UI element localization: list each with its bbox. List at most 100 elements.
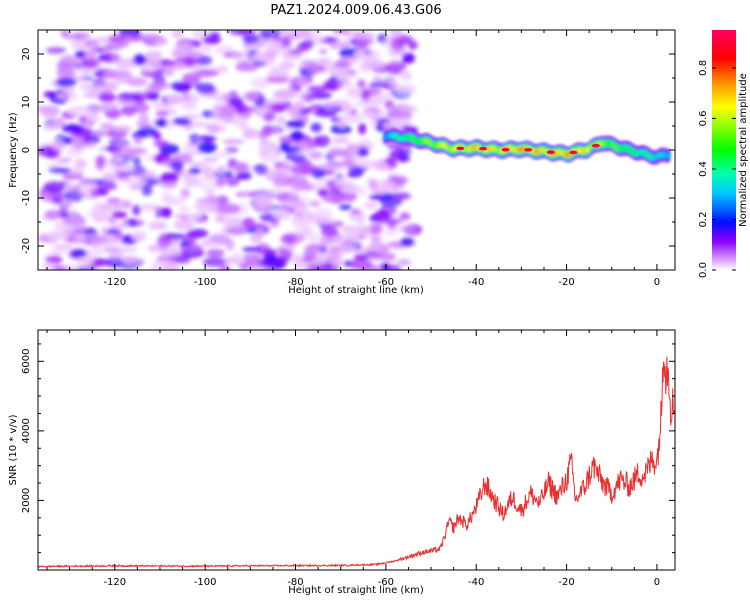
noise-cell — [295, 206, 310, 214]
noise-cell — [362, 111, 375, 118]
noise-cell — [98, 92, 117, 103]
noise-cell — [56, 66, 76, 79]
noise-cell — [161, 190, 172, 201]
noise-cell — [332, 235, 353, 246]
noise-cell — [381, 122, 401, 129]
noise-cell — [378, 204, 397, 217]
noise-cell — [307, 85, 328, 93]
noise-cell — [393, 83, 417, 95]
noise-cell — [204, 188, 216, 196]
noise-cell — [92, 79, 106, 86]
noise-cell — [137, 126, 158, 137]
noise-cell — [358, 122, 367, 135]
noise-cell — [326, 248, 344, 260]
noise-cell — [147, 52, 161, 61]
noise-cell — [356, 247, 367, 255]
noise-cell — [141, 33, 160, 40]
noise-cell — [109, 158, 119, 165]
noise-cell — [208, 233, 230, 245]
noise-cell — [45, 47, 67, 54]
y-tick-label: 6000 — [21, 349, 32, 374]
noise-cell — [57, 157, 72, 164]
noise-cell — [116, 160, 130, 167]
noise-cell — [140, 203, 159, 212]
noise-cell — [222, 139, 245, 145]
noise-cell — [225, 238, 235, 251]
noise-cell — [311, 37, 327, 45]
noise-cell — [59, 55, 78, 66]
noise-cell — [265, 77, 290, 83]
noise-cell — [211, 111, 221, 123]
noise-cell — [154, 206, 164, 219]
noise-cell — [86, 110, 99, 119]
noise-cell — [104, 257, 127, 268]
noise-cell — [64, 33, 85, 41]
noise-cell — [113, 144, 127, 152]
spectrogram-x-label: Height of straight line (km) — [288, 285, 424, 296]
signal-band — [382, 127, 671, 166]
noise-cell — [259, 30, 281, 39]
colorbar-tick-label: 0.2 — [698, 212, 709, 228]
noise-cell — [100, 226, 110, 234]
noise-cell — [348, 235, 360, 247]
noise-cell — [363, 201, 379, 210]
noise-cell — [159, 240, 168, 249]
noise-cell — [242, 91, 261, 102]
noise-cell — [296, 141, 310, 150]
noise-cell — [114, 60, 137, 69]
noise-cell — [362, 58, 385, 70]
noise-cell — [384, 228, 399, 236]
noise-cell — [262, 124, 273, 137]
noise-cell — [242, 34, 260, 44]
noise-cell — [242, 128, 259, 140]
noise-cell — [354, 39, 368, 50]
noise-cell — [349, 258, 373, 270]
x-tick-label: -100 — [194, 277, 217, 288]
noise-cell — [160, 60, 178, 66]
noise-cell — [292, 182, 314, 191]
noise-cell — [399, 105, 419, 114]
noise-cell — [276, 115, 286, 125]
noise-cell — [368, 194, 387, 201]
noise-cell — [264, 49, 277, 59]
noise-cell — [251, 77, 271, 89]
y-tick-label: 20 — [21, 48, 32, 61]
noise-cell — [203, 175, 218, 182]
noise-cell — [159, 174, 170, 183]
noise-cell — [182, 73, 201, 83]
colorbar-ticks: 0.0 0.2 0.4 0.6 0.8 — [698, 60, 736, 278]
noise-cell — [48, 167, 72, 173]
noise-cell — [62, 190, 84, 203]
noise-cell — [241, 217, 256, 229]
noise-cell — [151, 100, 167, 110]
noise-cell — [346, 143, 360, 155]
noise-cell — [242, 44, 256, 52]
noise-cell — [276, 245, 288, 256]
y-tick-label: 10 — [21, 96, 32, 109]
noise-cell — [339, 204, 352, 211]
noise-cell — [80, 56, 102, 69]
noise-cell — [228, 158, 237, 166]
signal-peak — [591, 143, 600, 148]
noise-cell — [228, 96, 244, 108]
noise-cell — [325, 160, 346, 168]
noise-cell — [147, 39, 156, 46]
noise-cell — [255, 163, 268, 176]
noise-cell — [290, 130, 304, 141]
signal-peak — [569, 150, 578, 155]
noise-cell — [166, 233, 189, 240]
noise-cell — [189, 133, 200, 145]
noise-cell — [107, 216, 117, 224]
noise-cell — [195, 82, 215, 94]
colorbar-label: Normalized spectral amplitude — [738, 73, 749, 227]
noise-cell — [273, 209, 291, 221]
noise-cell — [180, 188, 190, 199]
noise-cell — [185, 213, 203, 220]
noise-cell — [200, 242, 221, 248]
noise-cell — [254, 227, 265, 238]
noise-cell — [236, 172, 252, 180]
noise-cell — [132, 30, 142, 38]
noise-cell — [79, 82, 91, 92]
noise-cell — [46, 231, 70, 240]
noise-cell — [389, 149, 405, 159]
